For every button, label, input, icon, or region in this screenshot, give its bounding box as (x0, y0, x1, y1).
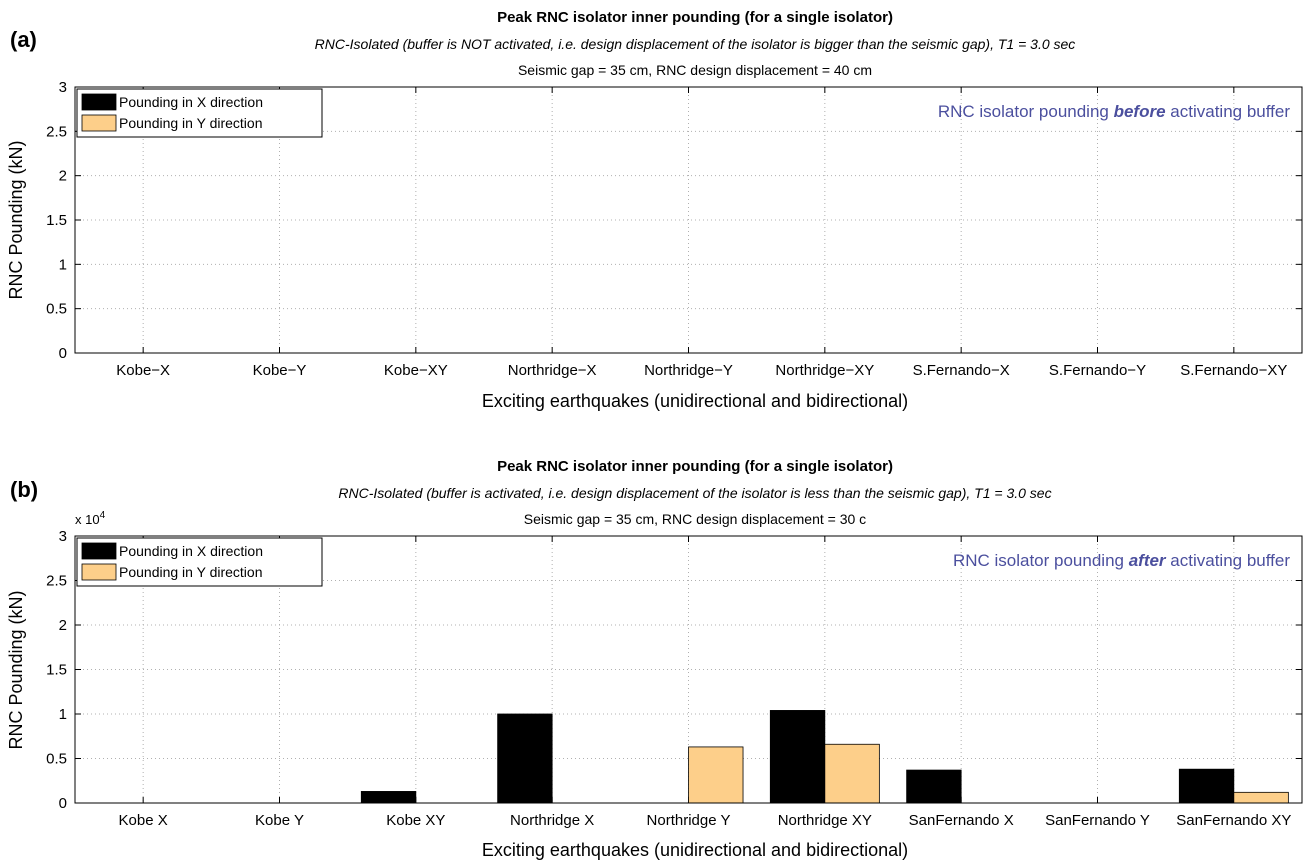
panel-a-label: (a) (10, 27, 37, 52)
panel-a-x-tick-label: Kobe−Y (253, 362, 307, 379)
panel-a-x-tick-label: S.Fernando−XY (1180, 362, 1287, 379)
panel-b-bar (1178, 768, 1235, 804)
panel-b-x-tick-label: Kobe Y (255, 812, 304, 829)
panel-a-legend-box (76, 88, 323, 138)
panel-b-legend-swatch (81, 563, 117, 581)
panel-b-x-tick-label: SanFernando X (909, 812, 1014, 829)
panel-b-x-tick-label: Kobe XY (386, 812, 445, 829)
panel-a-x-tick-label: Northridge−XY (775, 362, 874, 379)
panel-a-plot: 0 0.5 1 1.5 2 2.5 3 Kobe−X Kobe−Y Kobe−XY Northrid… (46, 79, 1303, 379)
panel-b-x-tick-label: Kobe X (119, 812, 168, 829)
panel-b-bar (1233, 791, 1289, 804)
panel-a-legend-label: Pounding in Y direction (119, 115, 262, 131)
panel-a-x-tick-label: Kobe−XY (384, 362, 448, 379)
panel-a-y-axis-label: RNC Pounding (kN) (6, 140, 26, 299)
panel-b-y-tick-label: 1 (59, 706, 67, 723)
panel-a-y-tick-label: 3 (59, 79, 67, 96)
panel-a-annotation: RNC isolator pounding before activating … (938, 102, 1291, 121)
panel-b-annotation: RNC isolator pounding after activating b… (953, 551, 1290, 570)
panel-b-y-tick-label: 0.5 (46, 751, 67, 768)
panel-b-subtitle: RNC-Isolated (buffer is activated, i.e. … (338, 485, 1051, 501)
panel-a-legend: Pounding in X direction Pounding in Y dir… (76, 88, 323, 138)
panel-a-y-tick-label: 1 (59, 256, 67, 273)
panel-b-y-tick-label: 2.5 (46, 573, 67, 590)
panel-a-x-tick-label: Northridge−X (508, 362, 597, 379)
panel-b-y-tick-label: 0 (59, 795, 67, 812)
panel-b-bar (360, 791, 417, 804)
panel-b-x-tick-label: Northridge X (510, 812, 594, 829)
panel-a-x-tick-label: Northridge−Y (644, 362, 733, 379)
panel-b-subtitle-2: Seismic gap = 35 cm, RNC design displace… (524, 511, 866, 527)
panel-b-y-multiplier: x 104 (75, 510, 106, 527)
panel-b-axes-frame (74, 535, 1303, 804)
panel-b-bar (497, 713, 553, 804)
panel-b-legend-swatch (81, 542, 117, 560)
panel-b-x-tick-label: SanFernando Y (1045, 812, 1150, 829)
panel-a-legend-swatch (81, 114, 117, 132)
panel-a-legend-label: Pounding in X direction (119, 94, 263, 110)
panel-b-title: Peak RNC isolator inner pounding (for a … (497, 458, 893, 475)
panel-a-y-tick-label: 0.5 (46, 301, 67, 318)
panel-a-x-tick-label: S.Fernando−Y (1049, 362, 1146, 379)
panel-b-x-tick-label: Northridge Y (647, 812, 731, 829)
panel-a-x-axis-label: Exciting earthquakes (unidirectional and… (482, 391, 908, 411)
panel-b-x-tick-label: Northridge XY (778, 812, 872, 829)
panel-b-x-tick-label: SanFernando XY (1176, 812, 1291, 829)
panel-a-subtitle-2: Seismic gap = 35 cm, RNC design displace… (518, 62, 872, 78)
panel-b-x-axis-label: Exciting earthquakes (unidirectional and… (482, 840, 908, 860)
panel-b-bar (906, 769, 962, 804)
panel-a-x-tick-label: Kobe−X (116, 362, 170, 379)
panel-b-y-tick-label: 1.5 (46, 662, 67, 679)
panel-a-y-tick-label: 1.5 (46, 212, 67, 229)
panel-a-title: Peak RNC isolator inner pounding (for a … (497, 9, 893, 26)
panel-a-axes-frame (74, 86, 1303, 354)
panel-b-legend-label: Pounding in Y direction (119, 564, 262, 580)
panel-b-legend-label: Pounding in X direction (119, 543, 263, 559)
panel-b-bar (688, 746, 744, 804)
panel-b-y-axis-label: RNC Pounding (kN) (6, 590, 26, 749)
panel-a-legend-swatch (81, 93, 117, 111)
panel-b-legend: Pounding in X direction Pounding in Y dir… (76, 537, 323, 587)
panel-b-y-tick-label: 3 (59, 528, 67, 545)
panel-b-legend-box (76, 537, 323, 587)
panel-b-y-tick-label: 2 (59, 617, 67, 634)
panel-b-bar (824, 743, 880, 804)
panel-b-plot: 0 0.5 1 1.5 2 2.5 3 Kobe X Kobe Y Kobe XY Northrid… (46, 528, 1303, 829)
panel-a-y-tick-label: 0 (59, 345, 67, 362)
panel-b-bar (769, 710, 826, 804)
panel-a-y-tick-label: 2 (59, 168, 67, 185)
panel-a-y-tick-label: 2.5 (46, 123, 67, 140)
panel-a-x-tick-label: S.Fernando−X (913, 362, 1010, 379)
panel-b-label: (b) (10, 477, 38, 502)
panel-a-subtitle: RNC-Isolated (buffer is NOT activated, i… (315, 36, 1076, 52)
